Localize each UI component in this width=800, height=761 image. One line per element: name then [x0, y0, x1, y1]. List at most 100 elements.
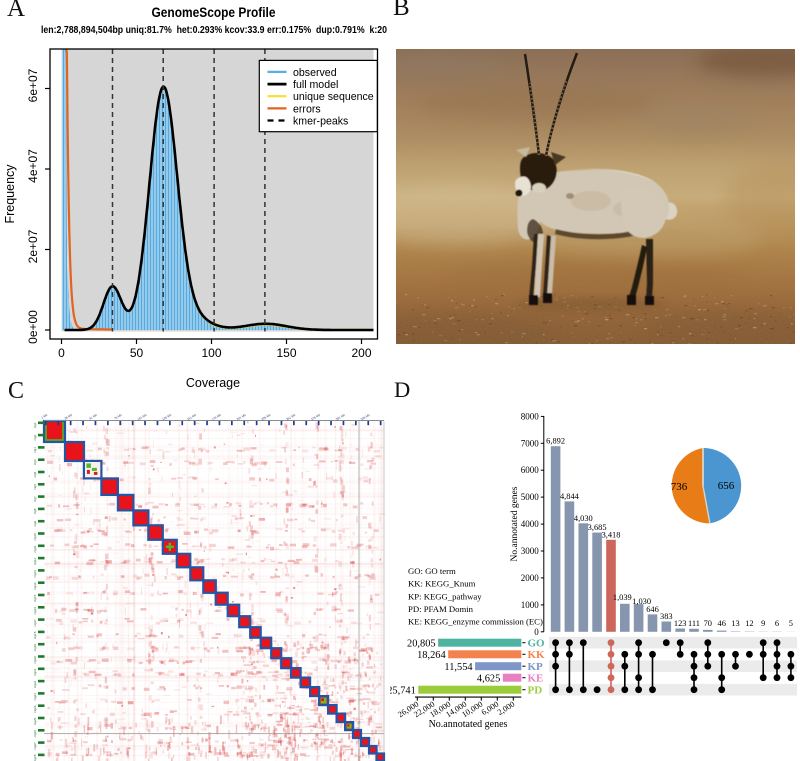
svg-text:151 Mb: 151 Mb: [186, 413, 197, 422]
svg-text:126 Mb: 126 Mb: [161, 413, 172, 422]
svg-text:25,741: 25,741: [390, 685, 416, 696]
svg-text:6e+07: 6e+07: [26, 68, 40, 102]
svg-text:12: 12: [745, 619, 753, 628]
svg-text:18,264: 18,264: [417, 650, 446, 661]
svg-text:226 Mb: 226 Mb: [261, 413, 272, 422]
svg-text:4,844: 4,844: [560, 492, 580, 501]
svg-text:0: 0: [58, 346, 65, 360]
svg-text:656: 656: [718, 480, 735, 492]
svg-text:ctg17: ctg17: [33, 619, 37, 627]
svg-text:111: 111: [688, 619, 700, 628]
svg-text:No.annotated genes: No.annotated genes: [510, 486, 520, 561]
svg-text:70: 70: [704, 619, 712, 628]
svg-text:GenomeScope Profile: GenomeScope Profile: [152, 5, 276, 20]
svg-text:6,892: 6,892: [546, 437, 565, 446]
svg-text:646: 646: [646, 605, 659, 614]
svg-text:ctg22: ctg22: [33, 680, 37, 688]
svg-text:kmer-peaks: kmer-peaks: [293, 116, 348, 128]
svg-text:2000: 2000: [521, 573, 540, 583]
svg-text:KK: KK: [528, 649, 546, 661]
svg-text:ctg28: ctg28: [33, 754, 37, 761]
svg-text:ctg20: ctg20: [33, 656, 37, 664]
svg-text:ctg16: ctg16: [33, 607, 37, 615]
svg-text:ctg7: ctg7: [33, 496, 37, 502]
svg-text:46: 46: [718, 619, 726, 628]
svg-text:ctg13: ctg13: [33, 570, 37, 578]
svg-text:ctg15: ctg15: [33, 594, 37, 602]
svg-text:3000: 3000: [521, 546, 540, 556]
svg-text:ctg9: ctg9: [33, 521, 37, 527]
svg-text:Frequency: Frequency: [3, 164, 17, 224]
svg-text:ctg8: ctg8: [33, 508, 37, 514]
svg-text:ctg26: ctg26: [33, 730, 37, 738]
svg-text:KE: KEGG_enzyme commission (EC: KE: KEGG_enzyme commission (EC): [408, 617, 543, 627]
svg-text:383: 383: [660, 612, 673, 621]
svg-text:101 Mb: 101 Mb: [137, 413, 148, 422]
svg-text:251 Mb: 251 Mb: [285, 413, 296, 422]
svg-text:176 Mb: 176 Mb: [211, 413, 222, 422]
svg-text:errors: errors: [293, 103, 321, 115]
svg-text:ctg11: ctg11: [33, 545, 37, 552]
svg-text:ctg6: ctg6: [33, 484, 37, 490]
svg-text:unique sequence: unique sequence: [293, 91, 374, 103]
svg-text:GO: GO term: GO: GO term: [408, 566, 456, 576]
svg-text:KP: KEGG_pathway: KP: KEGG_pathway: [408, 591, 482, 601]
svg-text:100: 100: [201, 346, 221, 360]
svg-text:26 Mb: 26 Mb: [64, 413, 74, 421]
svg-text:0e+00: 0e+00: [26, 310, 40, 344]
svg-text:len:2,788,894,504bp uniq:81.7%: len:2,788,894,504bp uniq:81.7% het:0.293…: [41, 24, 387, 36]
svg-text:ctg19: ctg19: [33, 644, 37, 652]
svg-text:ctg27: ctg27: [33, 742, 37, 750]
svg-text:GO: GO: [528, 638, 546, 650]
svg-text:7000: 7000: [521, 438, 540, 448]
svg-text:PD: PD: [528, 685, 543, 697]
svg-text:123: 123: [674, 619, 687, 628]
svg-text:736: 736: [671, 481, 688, 493]
svg-text:2,000: 2,000: [496, 700, 517, 718]
svg-text:51 Mb: 51 Mb: [88, 413, 98, 421]
svg-text:ctg1: ctg1: [33, 422, 37, 428]
svg-text:5000: 5000: [521, 492, 540, 502]
svg-text:ctg25: ctg25: [33, 717, 37, 725]
svg-text:KK: KEGG_Knum: KK: KEGG_Knum: [408, 579, 476, 589]
svg-text:observed: observed: [293, 67, 337, 79]
svg-text:ctg10: ctg10: [33, 533, 37, 541]
svg-text:201 Mb: 201 Mb: [236, 413, 247, 422]
svg-text:ctg5: ctg5: [33, 471, 37, 477]
svg-text:full model: full model: [293, 79, 338, 91]
svg-text:4,625: 4,625: [477, 673, 500, 684]
svg-text:4000: 4000: [521, 519, 540, 529]
svg-text:1,030: 1,030: [632, 597, 651, 606]
svg-text:5: 5: [789, 619, 793, 628]
svg-text:KE: KE: [528, 673, 544, 685]
svg-text:ctg21: ctg21: [33, 668, 37, 676]
svg-text:20,805: 20,805: [407, 638, 436, 649]
svg-text:0: 0: [534, 627, 539, 637]
svg-text:PD: PFAM Domin: PD: PFAM Domin: [408, 604, 474, 614]
svg-text:76 Mb: 76 Mb: [113, 413, 123, 421]
svg-text:ctg18: ctg18: [33, 631, 37, 639]
svg-text:ctg14: ctg14: [33, 582, 37, 590]
svg-text:276 Mb: 276 Mb: [310, 413, 321, 422]
svg-text:3,685: 3,685: [588, 523, 607, 532]
svg-text:11,554: 11,554: [444, 662, 473, 673]
svg-text:Coverage: Coverage: [186, 376, 240, 390]
svg-text:301 Mb: 301 Mb: [335, 413, 346, 422]
svg-text:1000: 1000: [521, 600, 540, 610]
svg-text:9: 9: [761, 619, 765, 628]
svg-text:ctg12: ctg12: [33, 557, 37, 565]
svg-text:ctg2: ctg2: [33, 434, 37, 440]
svg-text:6000: 6000: [521, 465, 540, 475]
svg-text:8000: 8000: [521, 411, 540, 421]
svg-text:2e+07: 2e+07: [26, 229, 40, 263]
svg-text:200: 200: [351, 346, 371, 360]
svg-text:150: 150: [276, 346, 296, 360]
svg-text:ctg24: ctg24: [33, 705, 37, 713]
svg-text:ctg4: ctg4: [33, 459, 37, 465]
svg-text:4,030: 4,030: [574, 514, 593, 523]
svg-text:3,418: 3,418: [602, 530, 621, 539]
svg-text:KP: KP: [528, 661, 544, 673]
svg-text:No.annotated genes: No.annotated genes: [429, 719, 508, 730]
svg-text:ctg23: ctg23: [33, 693, 37, 701]
svg-text:326 Mb: 326 Mb: [360, 413, 371, 422]
